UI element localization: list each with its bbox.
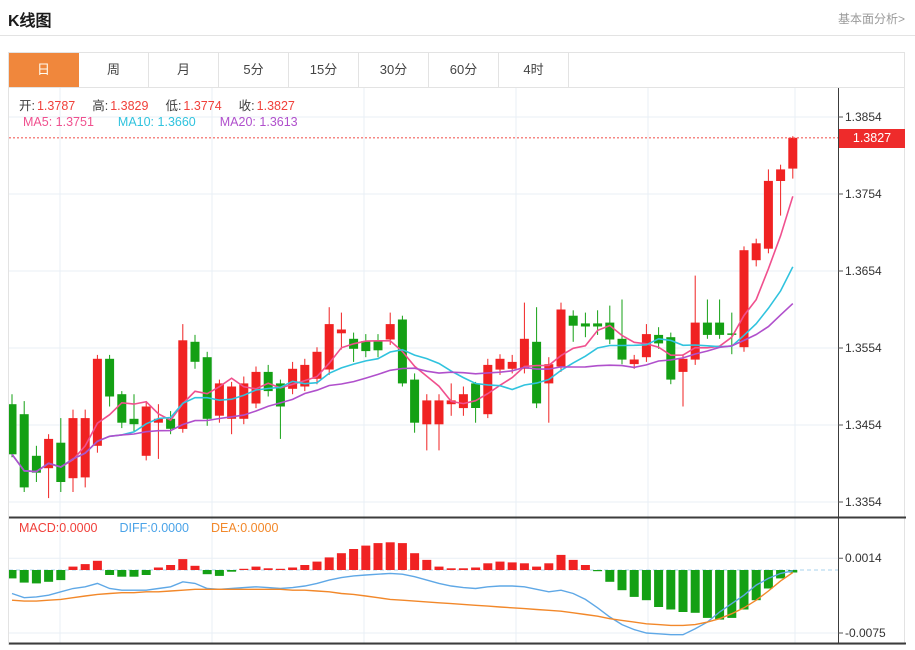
price-tick-label: 1.3854 [845, 110, 882, 124]
tab-15min[interactable]: 15分 [289, 53, 359, 87]
price-tick-label: 1.3354 [845, 495, 882, 509]
low-item: 低: 1.3774 [165, 99, 222, 113]
chart-container: 开: 1.3787 高: 1.3829 低: 1.3774 收: 1.3827 MA5:… [8, 88, 906, 645]
high-item: 高: 1.3829 [92, 99, 149, 113]
dea-value: 0.0000 [240, 521, 279, 535]
macd-tick-label: 0.0014 [845, 551, 882, 565]
diff-value: 0.0000 [150, 521, 189, 535]
kline-chart-canvas[interactable] [9, 88, 906, 645]
ma20-value: 1.3613 [259, 115, 298, 129]
close-item: 收: 1.3827 [238, 99, 295, 113]
ma-info: MA5: 1.3751 MA10: 1.3660 MA20: 1.3613 [23, 115, 298, 129]
macd-tick-label: -0.0075 [845, 626, 886, 640]
header-divider [0, 35, 915, 36]
high-value: 1.3829 [110, 99, 149, 113]
page-title: K线图 [8, 13, 52, 30]
current-price-tag: 1.3827 [839, 129, 905, 148]
ma10-value: 1.3660 [157, 115, 196, 129]
period-tabbar: 日 周 月 5分 15分 30分 60分 4时 [8, 52, 905, 88]
open-item: 开: 1.3787 [19, 99, 76, 113]
tab-week[interactable]: 周 [79, 53, 149, 87]
tab-day[interactable]: 日 [9, 53, 79, 87]
tab-4hour[interactable]: 4时 [499, 53, 569, 87]
tabbar-filler [569, 53, 904, 87]
ma5-item: MA5: 1.3751 [23, 115, 94, 129]
open-value: 1.3787 [36, 99, 76, 113]
price-tick-label: 1.3654 [845, 264, 882, 278]
macd-value: 0.0000 [59, 521, 98, 535]
price-tick-label: 1.3454 [845, 418, 882, 432]
ma10-item: MA10: 1.3660 [117, 115, 196, 129]
price-tick-label: 1.3554 [845, 341, 882, 355]
macd-info: MACD:0.0000 DIFF:0.0000 DEA:0.0000 [19, 521, 278, 535]
tab-month[interactable]: 月 [149, 53, 219, 87]
low-value: 1.3774 [183, 99, 222, 113]
close-value: 1.3827 [256, 99, 295, 113]
ohlc-info: 开: 1.3787 高: 1.3829 低: 1.3774 收: 1.3827 [19, 95, 295, 114]
dea-item: DEA:0.0000 [211, 521, 279, 535]
tab-60min[interactable]: 60分 [429, 53, 499, 87]
fundamental-analysis-link[interactable]: 基本面分析> [837, 12, 905, 26]
tab-30min[interactable]: 30分 [359, 53, 429, 87]
ma5-value: 1.3751 [55, 115, 94, 129]
diff-item: DIFF:0.0000 [119, 521, 189, 535]
macd-item: MACD:0.0000 [19, 521, 98, 535]
ma20-item: MA20: 1.3613 [219, 115, 298, 129]
price-tick-label: 1.3754 [845, 187, 882, 201]
tab-5min[interactable]: 5分 [219, 53, 289, 87]
